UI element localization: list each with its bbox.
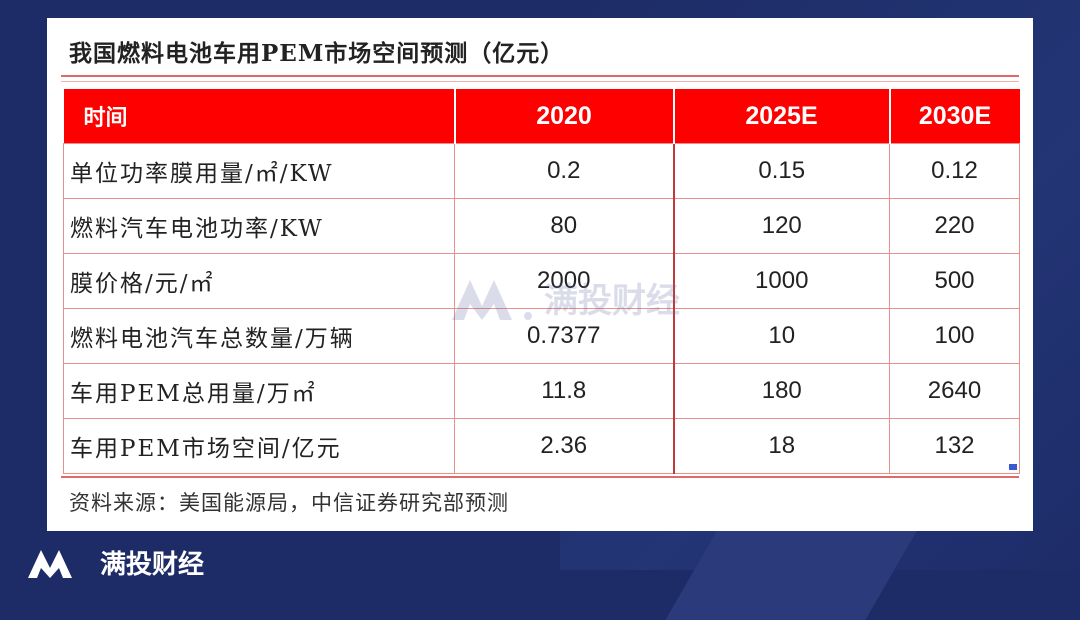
row-label: 燃料电池汽车总数量/万辆	[63, 308, 455, 364]
footer-brand: 满投财经	[28, 544, 204, 581]
cell-2025: 1000	[672, 253, 890, 309]
table-row: 车用PEM总用量/万㎡ 11.8 180 2640	[63, 363, 1020, 419]
cell-2020: 2000	[454, 253, 674, 309]
cell-2025: 0.15	[672, 143, 890, 199]
cell-2025: 18	[672, 418, 890, 474]
table-row: 车用PEM市场空间/亿元 2.36 18 132	[63, 418, 1020, 474]
table-row: 燃料电池汽车总数量/万辆 0.7377 10 100	[63, 308, 1020, 364]
cell-2030: 0.12	[889, 143, 1020, 199]
cell-2030: 2640	[889, 363, 1020, 419]
cell-2025: 180	[672, 363, 890, 419]
row-label: 车用PEM市场空间/亿元	[63, 418, 455, 474]
cell-2020: 2.36	[454, 418, 674, 474]
watermark-text: 满投财经	[544, 281, 680, 321]
corner-handle-icon	[1009, 464, 1017, 470]
table-title: 我国燃料电池车用PEM市场空间预测（亿元）	[69, 40, 565, 67]
cell-2030: 220	[889, 198, 1020, 254]
title-rule	[61, 75, 1019, 77]
table-row: 膜价格/元/㎡ 2000 1000 500	[63, 253, 1020, 309]
cell-2020: 0.2	[454, 143, 674, 199]
cell-2030: 100	[889, 308, 1020, 364]
title-rule-thin	[61, 81, 1019, 82]
cell-2020: 80	[454, 198, 674, 254]
table-row: 燃料汽车电池功率/KW 80 120 220	[63, 198, 1020, 254]
cell-2025: 10	[672, 308, 890, 364]
cell-2030: 132	[889, 418, 1020, 474]
cell-2020: 0.7377	[454, 308, 674, 364]
row-label: 车用PEM总用量/万㎡	[63, 363, 455, 419]
row-label: 燃料汽车电池功率/KW	[63, 198, 455, 254]
source-rule	[61, 476, 1019, 478]
header-2020: 2020	[454, 89, 675, 144]
footer-brand-text: 满投财经	[100, 550, 205, 580]
cell-2020: 11.8	[454, 363, 674, 419]
row-label: 单位功率膜用量/㎡/KW	[63, 143, 455, 199]
cell-2025: 120	[672, 198, 890, 254]
cell-2030: 500	[889, 253, 1020, 309]
header-row: 时间 2020 2025E 2030E	[63, 89, 1020, 144]
watermark-logo-icon	[452, 279, 532, 320]
header-2025e: 2025E	[673, 89, 891, 144]
header-time: 时间	[63, 89, 456, 144]
watermark: 满投财经	[452, 273, 680, 322]
table-row: 单位功率膜用量/㎡/KW 0.2 0.15 0.12	[63, 143, 1020, 199]
table-card: 我国燃料电池车用PEM市场空间预测（亿元） 时间 2020 2025E 2030…	[47, 18, 1033, 531]
data-table: 时间 2020 2025E 2030E 单位功率膜用量/㎡/KW 0.2 0.1…	[63, 89, 1020, 474]
header-2030e: 2030E	[889, 89, 1020, 144]
brand-logo-icon	[28, 549, 72, 578]
row-label: 膜价格/元/㎡	[63, 253, 455, 309]
source-note: 资料来源：美国能源局，中信证券研究部预测	[69, 491, 509, 515]
